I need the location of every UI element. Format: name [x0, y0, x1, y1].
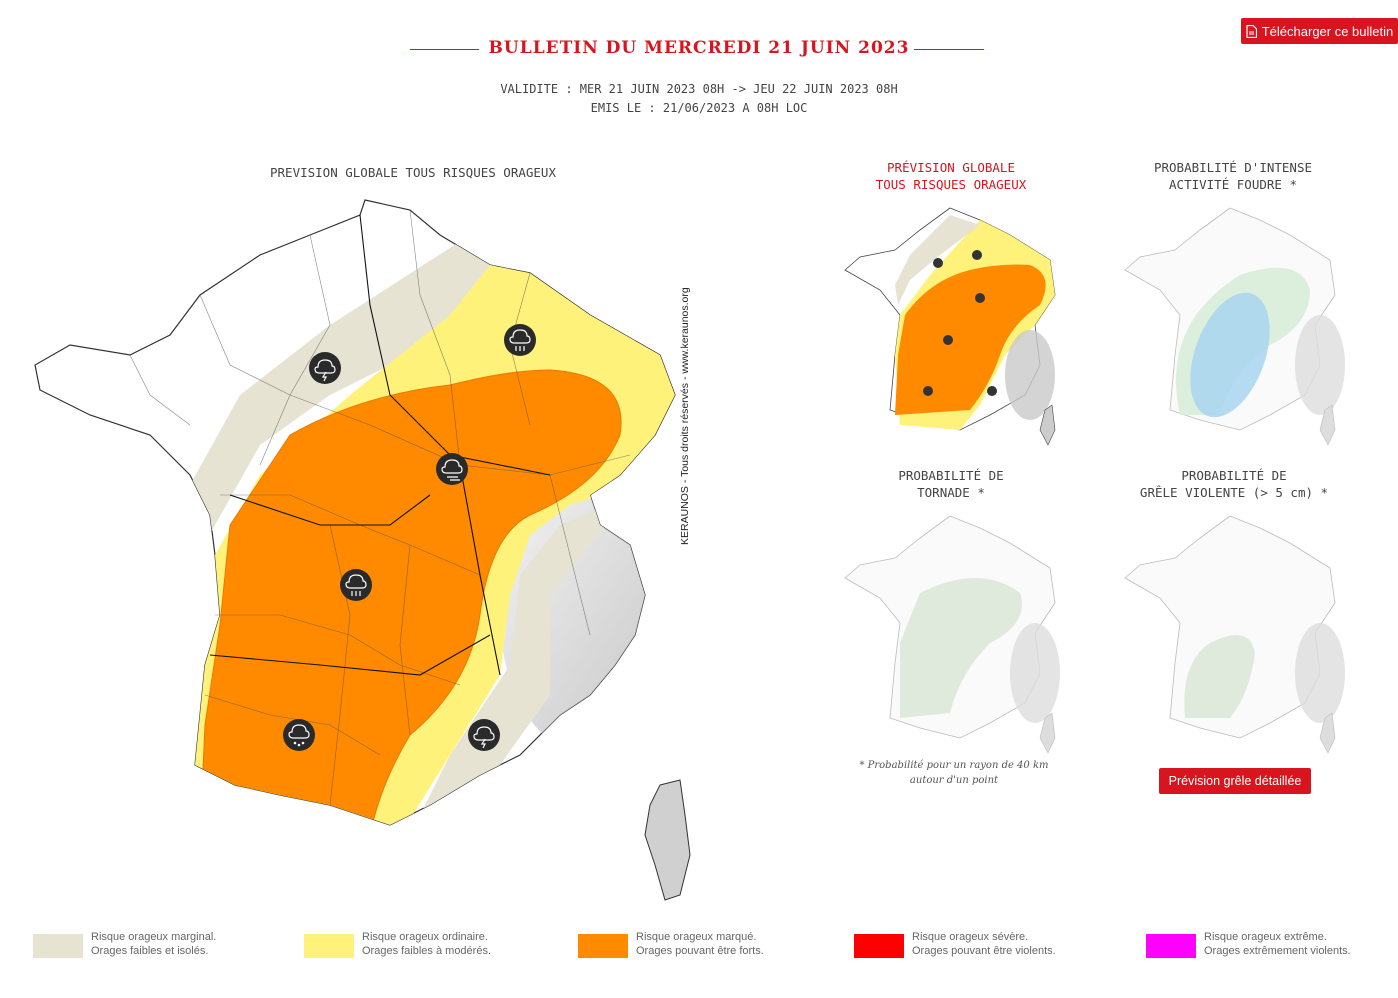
region-borders	[209, 214, 551, 676]
legend-swatch-ordinary	[304, 934, 354, 958]
legend-item-ordinary: Risque orageux ordinaire. Orages faibles …	[304, 930, 491, 958]
download-bulletin-button[interactable]: Télécharger ce bulletin	[1241, 18, 1398, 44]
legend-item-marginal: Risque orageux marginal. Orages faibles e…	[33, 930, 216, 958]
small-map-global[interactable]	[840, 205, 1065, 450]
zone-marked	[199, 369, 622, 825]
legend-marginal-line1: Risque orageux marginal.	[91, 931, 217, 943]
footnote-line2: autour d'un point	[909, 775, 999, 786]
legend-swatch-marked	[578, 934, 628, 958]
detailed-hail-forecast-button[interactable]: Prévision grêle détaillée	[1159, 768, 1311, 794]
pdf-icon	[1246, 24, 1257, 38]
copyright-watermark: KERAUNOS - Tous droits réservés - www.ke…	[679, 287, 691, 545]
legend-swatch-extreme	[1146, 934, 1196, 958]
main-map-title: PREVISION GLOBALE TOUS RISQUES ORAGEUX	[270, 165, 556, 180]
heavy-rain-icon[interactable]	[504, 324, 536, 356]
thunder-rain-icon[interactable]	[468, 719, 500, 751]
validity-text: VALIDITE : MER 21 JUIN 2023 08H -> JEU 2…	[500, 82, 898, 96]
small-map-title-lightning-line2: ACTIVITÉ FOUDRE *	[1169, 177, 1297, 192]
small-map-title-lightning-line1: PROBABILITÉ D'INTENSE	[1153, 160, 1313, 175]
legend-extreme-line2: Orages extrêmement violents.	[1204, 945, 1351, 957]
legend-marked-line1: Risque orageux marqué.	[636, 931, 757, 943]
probability-footnote: * Probabilité pour un rayon de 40 km aut…	[838, 758, 1070, 788]
footnote-line1: * Probabilité pour un rayon de 40 km	[859, 760, 1049, 771]
corsica-outline	[644, 779, 691, 901]
small-map-title-global[interactable]: PRÉVISION GLOBALE TOUS RISQUES ORAGEUX	[840, 159, 1062, 193]
legend-item-marked: Risque orageux marqué. Orages pouvant êtr…	[578, 930, 764, 958]
legend-severe-line2: Orages pouvant être violents.	[912, 945, 1056, 957]
small-map-title-global-line2: TOUS RISQUES ORAGEUX	[875, 177, 1027, 192]
small-map-title-hail-line2: GRÊLE VIOLENTE (> 5 cm) *	[1139, 485, 1329, 500]
zone-marginal	[190, 235, 510, 555]
zone-marginal-south	[410, 495, 630, 825]
legend-severe-line1: Risque orageux sévère.	[912, 931, 1029, 943]
small-map-title-tornado-line1: PROBABILITÉ DE	[898, 468, 1004, 483]
bulletin-title: BULLETIN DU MERCREDI 21 JUIN 2023	[488, 38, 910, 58]
small-map-title-tornado[interactable]: PROBABILITÉ DE TORNADE *	[840, 467, 1062, 501]
wind-icon[interactable]	[436, 453, 468, 485]
legend-swatch-severe	[854, 934, 904, 958]
legend-item-severe: Risque orageux sévère. Orages pouvant êtr…	[854, 930, 1056, 958]
legend-ordinary-line1: Risque orageux ordinaire.	[362, 931, 488, 943]
small-map-title-lightning[interactable]: PROBABILITÉ D'INTENSE ACTIVITÉ FOUDRE *	[1120, 159, 1346, 193]
small-map-lightning[interactable]	[1120, 205, 1348, 450]
hail-icon[interactable]	[283, 719, 315, 751]
small-map-title-tornado-line2: TORNADE *	[917, 485, 985, 500]
title-rule-left	[410, 49, 479, 50]
small-map-tornado[interactable]	[840, 513, 1065, 758]
legend-marginal-line2: Orages faibles et isolés.	[91, 945, 209, 957]
legend-item-extreme: Risque orageux extrême. Orages extrêmemen…	[1146, 930, 1351, 958]
title-rule-right	[914, 49, 984, 50]
small-map-title-global-line1: PRÉVISION GLOBALE	[887, 160, 1015, 175]
legend-swatch-marginal	[33, 934, 83, 958]
main-risk-map[interactable]	[30, 195, 700, 910]
download-bulletin-label: Télécharger ce bulletin	[1261, 23, 1394, 39]
heavy-rain-icon[interactable]	[340, 569, 372, 601]
legend-extreme-line1: Risque orageux extrême.	[1204, 931, 1327, 943]
small-map-title-hail-line1: PROBABILITÉ DE	[1181, 468, 1287, 483]
small-map-hail[interactable]	[1120, 513, 1348, 758]
legend-marked-line2: Orages pouvant être forts.	[636, 945, 764, 957]
small-map-title-hail[interactable]: PROBABILITÉ DE GRÊLE VIOLENTE (> 5 cm) *	[1110, 467, 1358, 501]
legend-ordinary-line2: Orages faibles à modérés.	[362, 945, 492, 957]
issued-text: EMIS LE : 21/06/2023 A 08H LOC	[590, 101, 808, 115]
thunder-rain-icon[interactable]	[309, 352, 341, 384]
